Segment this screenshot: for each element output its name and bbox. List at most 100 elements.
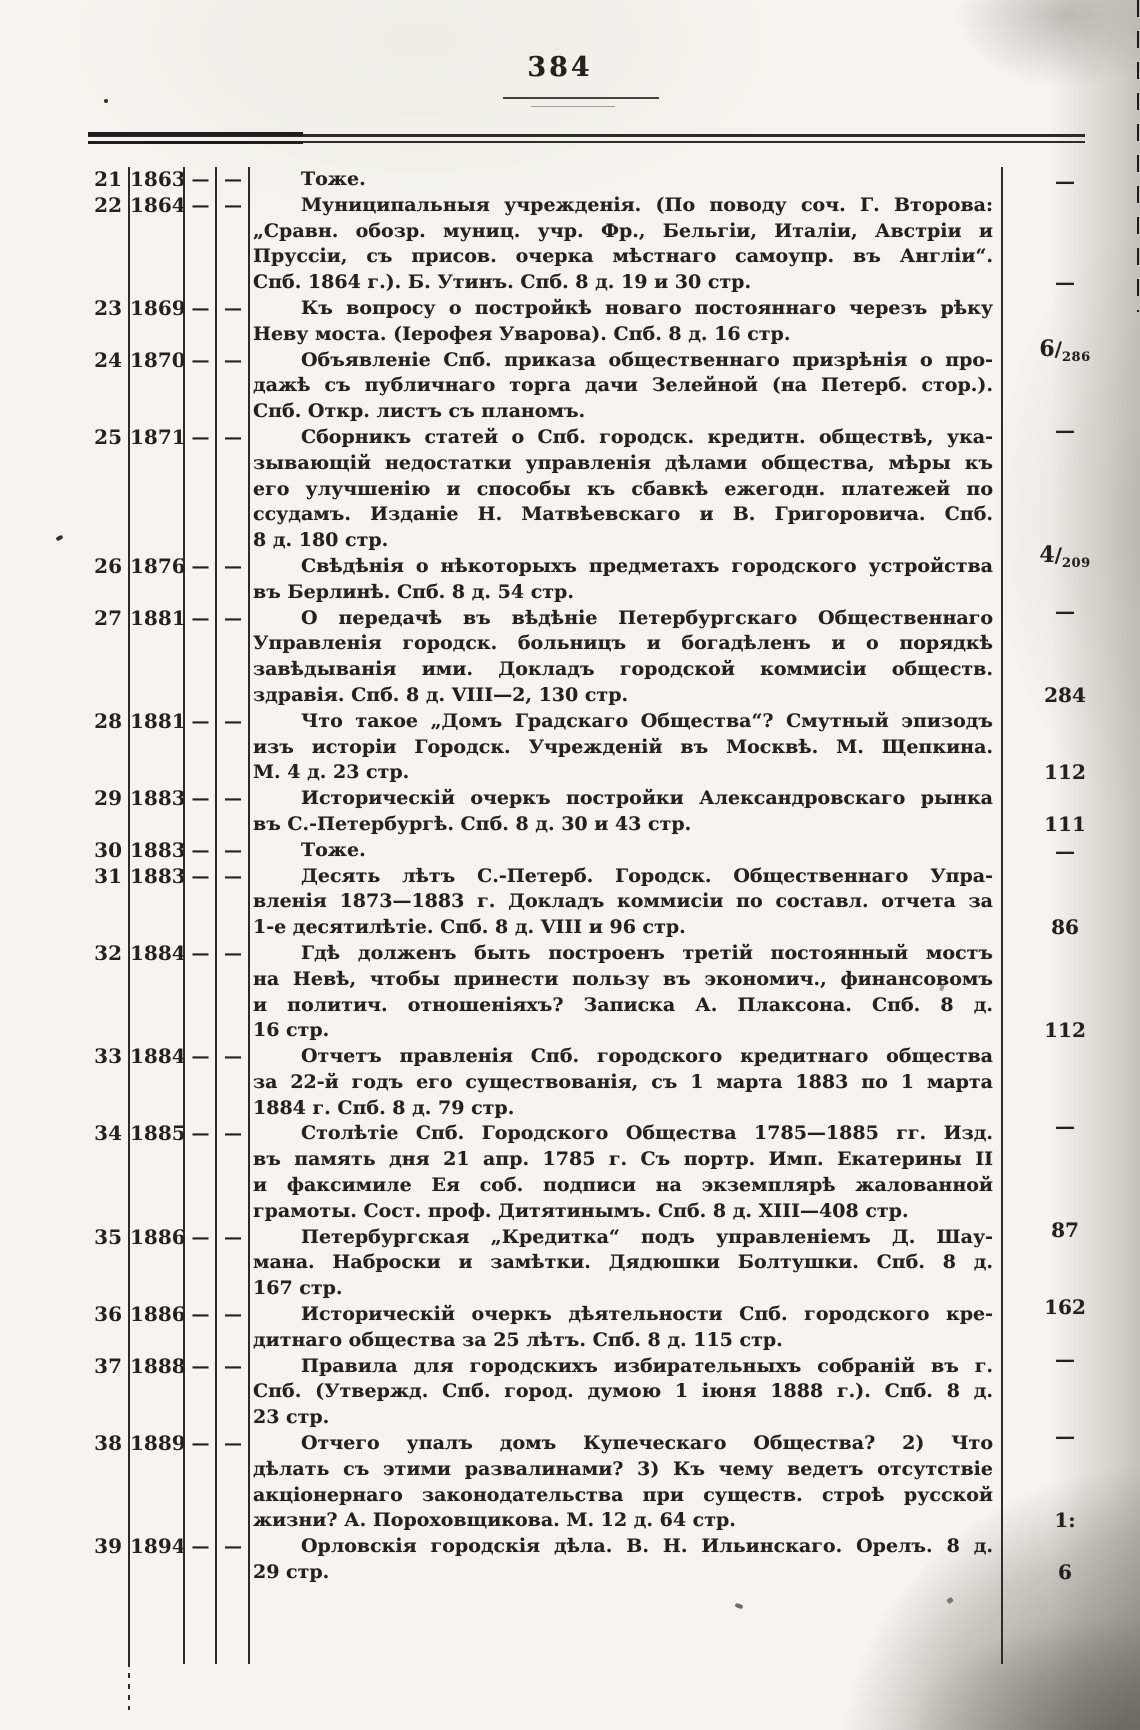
dotted-column-line-continuation: [128, 1662, 130, 1710]
entry-description: Тоже.: [250, 837, 1003, 864]
entry-margin-ref: —: [1003, 838, 1140, 864]
dash-cell-2: —: [217, 1302, 250, 1354]
entry-text-line: Спб. Откр. листъ съ планомъ.: [253, 400, 586, 423]
page-number-rule-thin: [531, 106, 615, 107]
margin-ref-value: —: [1055, 417, 1075, 442]
table-row: 22 1864 — — Муниципальныя учрежденія. (П…: [88, 192, 1140, 296]
table-row: 21 1863 — — Тоже. —: [88, 167, 1140, 193]
dash-cell-1: —: [185, 1302, 217, 1354]
entry-description: Столѣтіе Спб. Городского Общества 1785—1…: [250, 1121, 1003, 1225]
entry-number: 27: [88, 605, 130, 709]
entry-text-line: въ Берлинѣ. Спб. 8 д. 54 стр.: [253, 580, 574, 603]
entry-description: Десять лѣтъ С.-Петерб. Городск. Обществе…: [250, 863, 1003, 941]
table-row: 35 1886 — — Петербургская „Кредитка“ под…: [88, 1224, 1140, 1318]
entry-margin-ref: —: [1003, 348, 1140, 441]
table-row: 27 1881 — — О передачѣ въ вѣдѣніе Петерб…: [88, 605, 1140, 709]
entry-margin-ref: 87: [1003, 1121, 1140, 1241]
dash-cell-1: —: [185, 1431, 217, 1535]
entry-margin-ref: —: [1003, 554, 1140, 622]
table-row: 38 1889 — — Отчего упалъ домъ Купеческаг…: [88, 1431, 1140, 1535]
dash-cell-1: —: [185, 1044, 217, 1122]
entry-description: Отчего упалъ домъ Купеческаго Общества? …: [250, 1431, 1003, 1535]
entry-text-line: Къ вопросу о постройкѣ новаго постояннаг…: [301, 296, 993, 319]
table-filler-row: [88, 1585, 1140, 1664]
entry-description: Муниципальныя учрежденія. (По поводу соч…: [250, 192, 1003, 296]
dash-cell-2: —: [217, 347, 250, 425]
entry-description: О передачѣ въ вѣдѣніе Петербургскаго Общ…: [250, 605, 1003, 709]
entry-text-line: 167 стр.: [253, 1277, 343, 1300]
entry-number: 21: [88, 167, 130, 193]
entry-description: Свѣдѣнія о нѣкоторыхъ предметахъ городск…: [250, 553, 1003, 606]
entry-number: 30: [88, 837, 130, 864]
entry-text-line: О передачѣ въ вѣдѣніе Петербургскаго Общ…: [301, 606, 993, 629]
margin-ref-value: —: [1055, 1346, 1075, 1371]
entry-text-line: „Сравн. обозр. муниц. учр. Фр., Бельгіи,…: [253, 219, 993, 242]
entry-text-line: Муниципальныя учрежденія. (По поводу соч…: [301, 193, 993, 216]
entry-number: 22: [88, 192, 130, 296]
entry-year: 1876: [130, 553, 186, 606]
entry-text-line: мана. Наброски и замѣтки. Дядюшки Болтуш…: [253, 1251, 993, 1274]
entry-description: Что такое „Домъ Градскаго Общества“? Сму…: [250, 708, 1003, 787]
table-row: 32 1884 — — Гдѣ долженъ быть построенъ т…: [88, 940, 1140, 1045]
entry-year: 1886: [130, 1302, 186, 1354]
entry-margin-ref: —: [1003, 1302, 1140, 1370]
entry-text-line: жизни? А. Пороховщикова. М. 12 д. 64 стр…: [253, 1509, 736, 1532]
margin-ref-value: 1:: [1054, 1508, 1076, 1533]
dash-cell-1: —: [185, 605, 217, 709]
entry-margin-ref: 1:: [1003, 1431, 1140, 1534]
entry-description: Историческій очеркъ постройки Александро…: [250, 786, 1003, 838]
page-number-rule: [503, 97, 659, 99]
entry-number: 25: [88, 424, 130, 554]
entry-text-line: Правила для городскихъ избирательныхъ со…: [301, 1354, 993, 1377]
entry-description: Петербургская „Кредитка“ подъ управленіе…: [250, 1224, 1003, 1303]
entry-year: 1881: [130, 605, 186, 709]
entry-description: Объявленіе Спб. приказа общественнаго пр…: [250, 347, 1003, 425]
entry-text-line: акціонернаго законодательства при сущест…: [253, 1483, 993, 1506]
margin-ref-value: 87: [1051, 1217, 1079, 1242]
entry-year: 1869: [130, 295, 186, 348]
entry-margin-ref: 111: [1003, 786, 1140, 838]
entry-text-line: Петербургская „Кредитка“ подъ управленіе…: [301, 1225, 993, 1248]
entry-number: 34: [88, 1121, 130, 1225]
entry-number: 36: [88, 1302, 130, 1354]
entry-text-line: вленія 1873—1883 г. Докладъ коммисіи по …: [253, 890, 993, 913]
entry-text-line: Спб. 1864 г.). Б. Утинъ. Спб. 8 д. 19 и …: [253, 271, 752, 294]
entry-number: 35: [88, 1224, 130, 1303]
margin-ref-value: —: [1055, 269, 1075, 294]
dash-cell-1: —: [185, 424, 217, 554]
margin-ref-value: 4/209: [1039, 541, 1091, 571]
entry-year: 1888: [130, 1353, 186, 1432]
entry-text-line: на Невѣ, чтобы принести пользу въ эконом…: [253, 967, 993, 990]
entry-text-line: Объявленіе Спб. приказа общественнаго пр…: [301, 348, 993, 371]
table-row: 29 1883 — — Историческій очеркъ постройк…: [88, 786, 1140, 838]
dash-cell-1: —: [185, 295, 217, 348]
margin-ref-value: —: [1055, 838, 1075, 863]
entry-number: 23: [88, 295, 130, 348]
entry-year: 1889: [130, 1431, 186, 1535]
entry-text-line: 8 д. 180 стр.: [253, 529, 389, 552]
dash-cell-2: —: [217, 605, 250, 709]
dash-cell-2: —: [217, 1044, 250, 1122]
entry-year: 1883: [130, 786, 186, 838]
dash-cell-2: —: [217, 167, 250, 193]
entry-margin-ref: 6: [1003, 1534, 1140, 1586]
entry-text-line: за 22-й годъ его существованія, съ 1 мар…: [253, 1070, 993, 1093]
dash-cell-1: —: [185, 863, 217, 941]
entry-text-line: Историческій очеркъ дѣятельности Спб. го…: [301, 1303, 993, 1326]
entry-text-line: Спб. (Утвержд. Спб. город. думою 1 іюня …: [253, 1380, 993, 1403]
entry-description: Гдѣ долженъ быть построенъ третій постоя…: [250, 940, 1003, 1045]
entry-number: 31: [88, 863, 130, 941]
dash-cell-2: —: [217, 1224, 250, 1303]
entry-description: Историческій очеркъ дѣятельности Спб. го…: [250, 1302, 1003, 1354]
dash-cell-2: —: [217, 1534, 250, 1586]
entry-year: 1871: [130, 424, 186, 554]
dash-cell-2: —: [217, 837, 250, 864]
entry-description: Тоже.: [250, 167, 1003, 193]
dash-cell-1: —: [185, 708, 217, 787]
entry-text-line: завѣдыванія ими. Докладъ городской комми…: [253, 658, 993, 681]
entry-description: Орловскія городскія дѣла. В. Н. Ильинска…: [250, 1534, 1003, 1586]
table-row: 26 1876 — — Свѣдѣнія о нѣкоторыхъ предме…: [88, 553, 1140, 622]
entry-text-line: грамоты. Сост. проф. Дитятинымъ. Спб. 8 …: [253, 1199, 909, 1222]
dash-cell-2: —: [217, 1431, 250, 1535]
table-row: 30 1883 — — Тоже. —: [88, 837, 1140, 864]
